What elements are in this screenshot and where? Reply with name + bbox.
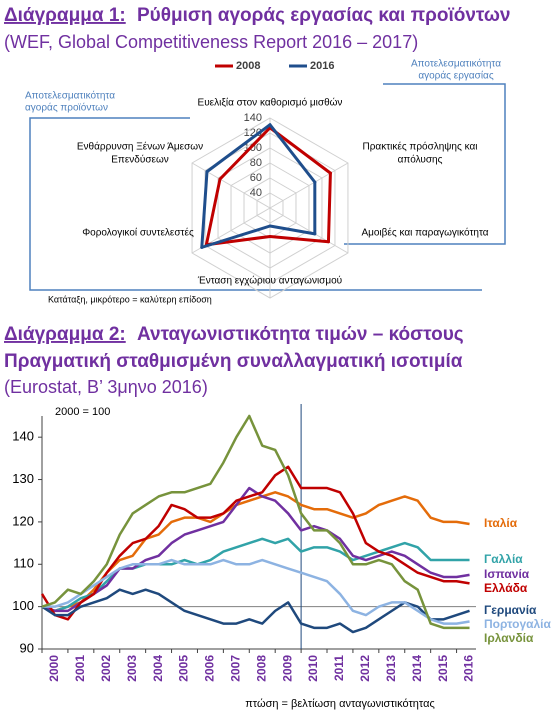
group-label: Αποτελεσματικότητα — [25, 90, 115, 102]
note: Κατάταξη, μικρότερο = καλύτερη επίδοση — [48, 294, 212, 304]
x-tick-label: 2007 — [229, 655, 243, 682]
spoke — [269, 162, 349, 209]
y-tick-label: 110 — [13, 556, 34, 571]
axis-label: απόλυσης — [398, 154, 443, 166]
r-tick-label: 40 — [250, 187, 262, 199]
axis-label: Ένταση εγχώριου ανταγωνισμού — [197, 275, 342, 287]
y-tick-label: 140 — [12, 429, 34, 444]
axis-label: Αμοιβές και παραγωγικότητα — [361, 227, 488, 239]
x-tick-label: 2005 — [177, 655, 191, 682]
series-line — [41, 486, 470, 613]
radar-edge — [218, 126, 272, 181]
y-tick-label: 120 — [12, 513, 34, 528]
x-tick-label: 2003 — [125, 655, 139, 682]
axis-label: Φορολογικοί συντελεστές — [82, 227, 194, 239]
spoke — [269, 207, 349, 254]
axis-label: Πρακτικές πρόσληψης και — [363, 141, 478, 153]
legend-label: 2008 — [236, 60, 260, 72]
x-tick-label: 2009 — [280, 655, 294, 682]
x-tick-label: 2001 — [73, 655, 87, 682]
series-label: Ελλάδα — [484, 581, 528, 595]
r-tick-label: 140 — [244, 112, 262, 124]
x-tick-label: 2002 — [99, 655, 113, 682]
group-bracket — [344, 83, 506, 245]
series-line — [41, 414, 470, 630]
series-line — [41, 588, 470, 634]
unit-note: 2000 = 100 — [55, 406, 110, 418]
axis-label: Ενθάρρυνση Ξένων Άμεσων — [77, 141, 203, 153]
series-label: Γερμανία — [484, 603, 537, 617]
x-tick-label: 2013 — [384, 655, 398, 682]
y-tick-label: 90 — [20, 640, 34, 655]
chart-label: Διάγραμμα 1: — [4, 5, 126, 26]
r-tick-label: 80 — [250, 157, 262, 169]
x-tick-label: 2011 — [332, 655, 346, 681]
footnote: πτώση = βελτίωση ανταγωνιστικότητας — [245, 698, 435, 710]
series-label: Ιταλία — [484, 516, 518, 530]
legend-label: 2016 — [310, 60, 334, 72]
radar-edge — [205, 123, 272, 174]
y-tick-label: 100 — [12, 598, 34, 613]
series-line — [41, 537, 470, 613]
chart-subtitle: Πραγματική σταθμισμένη συναλλαγματική ισ… — [4, 351, 463, 372]
x-tick-label: 2015 — [436, 655, 450, 682]
series-line — [41, 491, 470, 613]
radar-edge — [268, 123, 317, 184]
chart-title: Ανταγωνιστικότητα τιμών – κόστους — [137, 324, 464, 345]
chart-label: Διάγραμμα 2: — [4, 324, 126, 345]
x-tick-label: 2006 — [203, 655, 217, 682]
axis-label: Επενδύσεων — [111, 154, 169, 166]
radar-edge — [268, 235, 330, 244]
x-tick-label: 2016 — [462, 655, 476, 682]
series-label: Ισπανία — [484, 567, 530, 581]
radar-edge — [268, 224, 317, 236]
y-tick-label: 130 — [12, 471, 34, 486]
x-tick-label: 2000 — [47, 655, 61, 682]
series-line — [40, 465, 470, 621]
spoke — [191, 162, 271, 209]
series-line — [42, 558, 470, 625]
radar-edge — [200, 224, 272, 249]
radar-edge — [200, 170, 209, 249]
group-label: αγοράς προϊόντων — [25, 102, 108, 114]
chart-title: Ρύθμιση αγοράς εργασίας και προϊόντων — [137, 5, 511, 26]
series-label: Πορτογαλία — [484, 617, 551, 631]
chart-subtitle: (WEF, Global Competitiveness Report 2016… — [4, 32, 418, 52]
group-label: Αποτελεσματικότητα — [411, 58, 501, 70]
chart-source: (Eurostat, Β’ 3μηνο 2016) — [4, 377, 208, 397]
radar-edge — [204, 177, 222, 247]
x-tick-label: 2008 — [254, 655, 268, 682]
x-tick-label: 2004 — [151, 655, 165, 682]
radar-edge — [326, 171, 332, 244]
r-tick-label: 60 — [250, 172, 262, 184]
group-label: αγοράς εργασίας — [418, 70, 494, 82]
series-label: Ιρλανδία — [484, 631, 534, 645]
x-tick-label: 2014 — [410, 655, 424, 682]
series-label: Γαλλία — [484, 552, 523, 566]
x-tick-label: 2010 — [306, 655, 320, 682]
x-tick-label: 2012 — [358, 655, 372, 682]
axis-label: Ευελιξία στον καθορισμό μισθών — [198, 97, 343, 109]
